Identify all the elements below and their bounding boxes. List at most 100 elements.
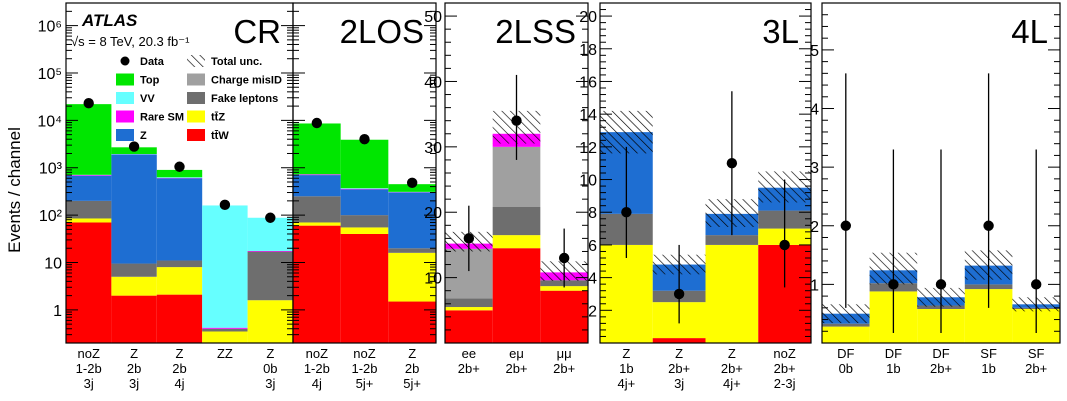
y-tick-label: 10⁵	[38, 66, 62, 83]
data-point	[1031, 279, 1042, 290]
bar-ttw	[445, 310, 493, 343]
legend-label: Fake leptons	[211, 93, 278, 105]
x-category-label: noZ	[773, 346, 795, 361]
x-category-label: noZ	[306, 346, 328, 361]
x-category-label: SF	[1028, 346, 1045, 361]
energy-lumi-label: √s = 8 TeV, 20.3 fb⁻¹	[71, 34, 190, 49]
x-category-label: 4j	[312, 376, 322, 391]
bar-vv	[156, 177, 203, 178]
x-category-label: 1-2b	[351, 361, 377, 376]
bar-ttz	[111, 276, 157, 296]
y-tick-label: 10⁴	[37, 113, 62, 130]
bar-z	[293, 175, 341, 197]
bar-ttz	[66, 218, 112, 223]
bar-ttz	[600, 244, 653, 343]
bar-vv	[340, 188, 389, 189]
bar-z	[156, 178, 203, 261]
legend-swatch-vv	[116, 92, 134, 104]
bar-fake	[822, 323, 870, 327]
bar-top	[340, 139, 389, 189]
bar-top	[156, 169, 203, 178]
x-category-label: 1b	[886, 361, 900, 376]
y-tick-label: 2	[588, 303, 597, 320]
panel-frame	[292, 2, 437, 344]
bar-z	[66, 175, 112, 201]
panel-title: 2LSS	[495, 13, 576, 50]
y-tick-label: 10³	[39, 161, 63, 178]
x-category-label: 4j+	[618, 376, 636, 391]
bar-fake	[388, 248, 436, 253]
x-category-label: Z	[408, 346, 416, 361]
bar-fake	[492, 207, 541, 236]
x-category-label: 1-2b	[304, 361, 330, 376]
data-point	[311, 117, 323, 129]
panel-title: 2LOS	[340, 13, 424, 50]
x-category-label: 0b	[839, 361, 853, 376]
legend-label: Rare SM	[140, 112, 184, 124]
bar-rare	[293, 174, 341, 176]
data-point	[673, 288, 685, 300]
x-category-label: 2b+	[721, 361, 743, 376]
legend-swatch-ttw	[187, 129, 205, 141]
bar-ttw	[293, 225, 341, 343]
panel-3l: 2468101214161820Z1b4j+Z2b+3jZ2b+4j+noZ2b…	[579, 2, 812, 391]
y-tick-label: 20	[579, 9, 597, 26]
bar-fake	[202, 328, 248, 332]
bar-z	[340, 189, 389, 216]
y-tick-label: 16	[579, 74, 597, 91]
y-tick-label: 4	[810, 102, 819, 119]
y-tick-label: 40	[424, 74, 442, 91]
x-category-label: 2-3j	[774, 376, 796, 391]
legend-swatch-rare	[116, 110, 134, 123]
data-point	[83, 98, 94, 109]
data-point	[219, 199, 231, 211]
bar-fake	[247, 251, 293, 301]
x-category-label: eμ	[509, 346, 524, 361]
x-category-label: 4j	[174, 376, 184, 391]
bar-ttw	[540, 290, 588, 343]
panel-title: CR	[233, 13, 281, 50]
bar-z	[388, 192, 436, 249]
uncertainty-band	[822, 304, 870, 324]
x-category-label: 2b	[172, 361, 186, 376]
x-category-label: 2b	[127, 361, 141, 376]
legend-label: Charge misID	[211, 75, 282, 87]
bar-ttz	[822, 326, 870, 343]
bar-ttz	[156, 267, 203, 295]
y-tick-label: 8	[588, 205, 597, 222]
y-tick-label: 6	[588, 238, 597, 255]
x-category-label: Z	[130, 346, 138, 361]
bar-rare	[247, 250, 293, 252]
x-category-label: SF	[980, 346, 997, 361]
legend-swatch-qmis	[187, 73, 205, 86]
bar-ttz	[705, 244, 759, 343]
bar-vv	[202, 205, 248, 328]
y-tick-label: 30	[424, 140, 442, 157]
x-category-label: 1-2b	[76, 361, 102, 376]
data-point	[558, 252, 570, 264]
legend-marker-hatch	[187, 55, 205, 67]
bar-rare	[66, 175, 112, 176]
x-category-label: DF	[885, 346, 902, 361]
bar-ttw	[156, 294, 203, 343]
y-tick-label: 10	[424, 271, 442, 288]
x-category-label: 4j+	[723, 376, 741, 391]
y-tick-label: 20	[424, 205, 442, 222]
bar-rare	[340, 188, 389, 190]
x-category-label: Z	[266, 346, 274, 361]
bar-fake	[705, 235, 759, 245]
data-point	[888, 279, 899, 290]
bar-ttw	[492, 248, 541, 343]
x-category-label: 2b+	[505, 361, 527, 376]
x-category-label: 3j	[129, 376, 139, 391]
bar-ttw	[66, 222, 112, 343]
x-category-label: 1b	[981, 361, 995, 376]
x-category-label: Z	[675, 346, 683, 361]
data-point	[840, 220, 851, 231]
bar-vv	[247, 217, 293, 251]
bar-ttw	[388, 301, 436, 343]
x-category-label: 0b	[263, 361, 277, 376]
legend-swatch-ttz	[187, 110, 205, 123]
